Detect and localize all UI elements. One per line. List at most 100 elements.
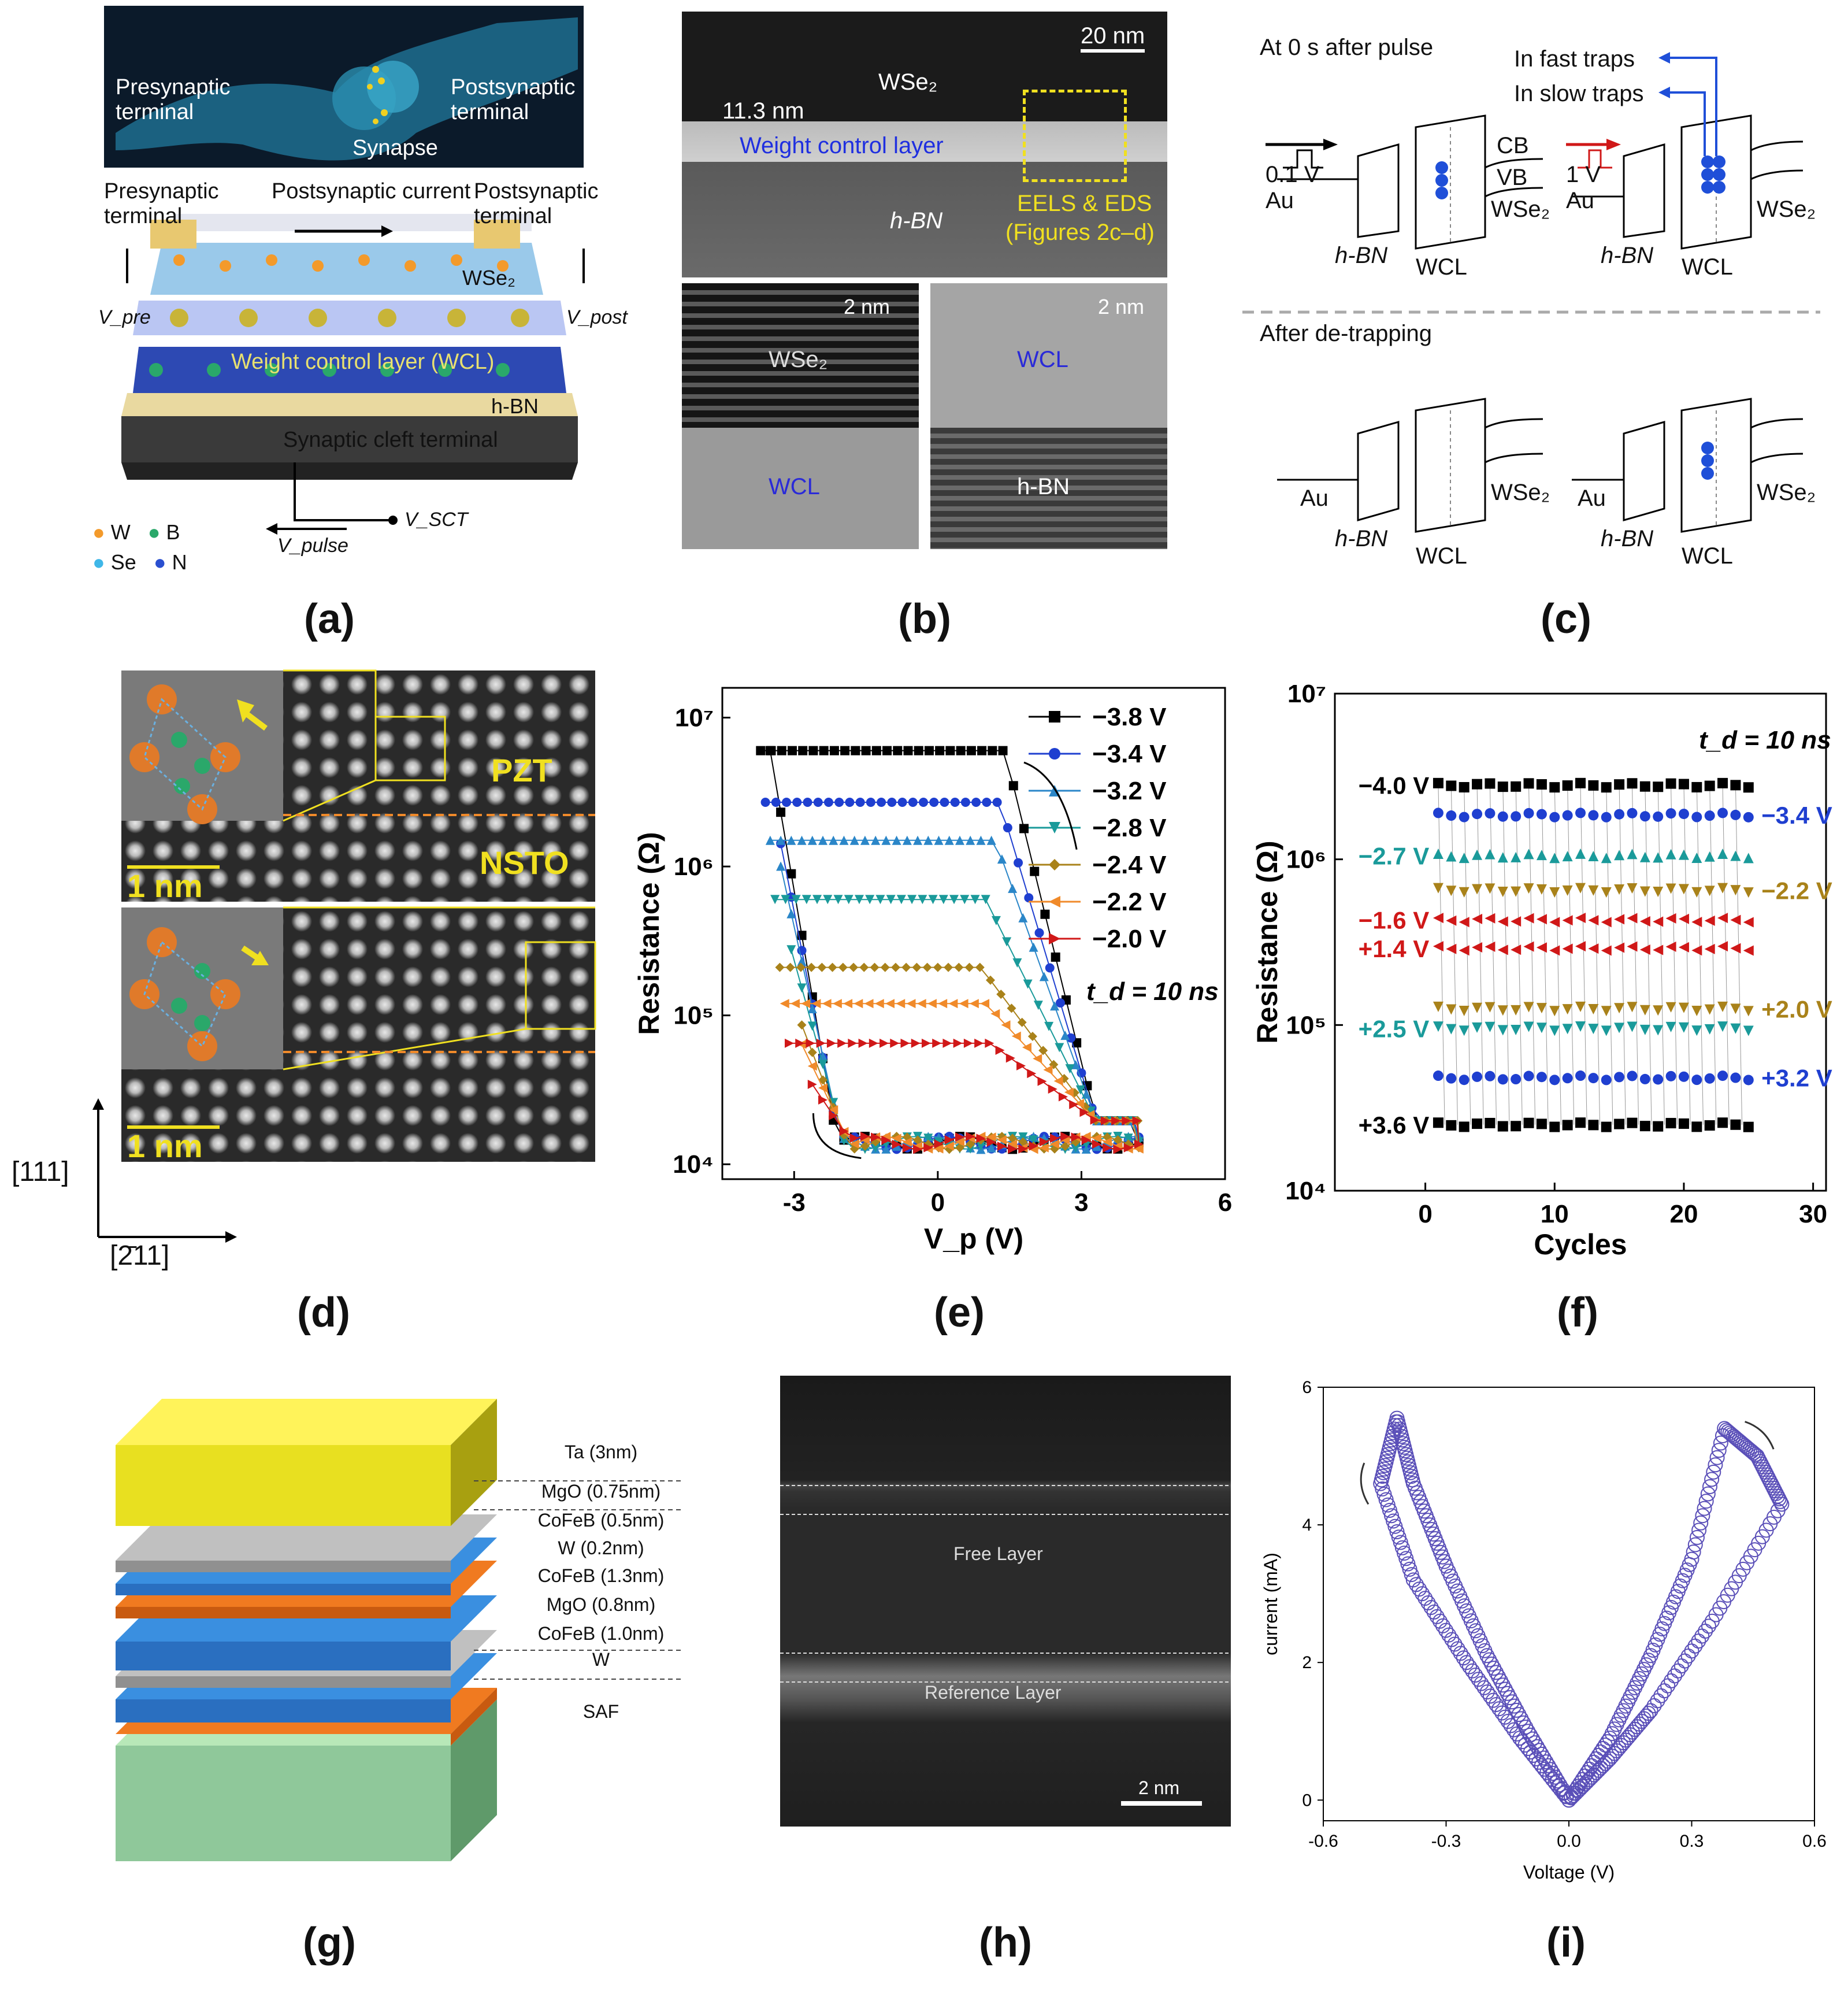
data-point bbox=[808, 746, 818, 755]
data-point bbox=[1588, 850, 1599, 861]
data-point bbox=[786, 909, 796, 918]
data-point bbox=[1486, 1661, 1502, 1676]
data-point bbox=[849, 1133, 859, 1143]
data-point bbox=[801, 895, 811, 905]
data-point bbox=[1071, 1132, 1081, 1142]
data-point bbox=[1491, 1669, 1506, 1684]
wse2-label-2: WSe₂ bbox=[1757, 197, 1816, 222]
data-point bbox=[1417, 1591, 1433, 1606]
data-point bbox=[869, 1038, 878, 1048]
chart-e-svg: -3 0 3 6 10⁴ 10⁵ 10⁶ 10⁷ V_p (V) Resistance (Ω) −3… bbox=[633, 687, 1232, 1255]
data-point bbox=[819, 746, 829, 755]
data-point bbox=[1691, 1025, 1702, 1036]
data-point bbox=[960, 895, 970, 905]
data-point bbox=[1426, 1604, 1442, 1620]
data-point bbox=[1043, 1065, 1053, 1075]
x-axis-label: V_p (V) bbox=[924, 1223, 1023, 1255]
data-point bbox=[1678, 942, 1689, 953]
data-point bbox=[1562, 1024, 1573, 1035]
data-point bbox=[1511, 916, 1522, 927]
data-point bbox=[1601, 917, 1612, 928]
data-point bbox=[1523, 1002, 1534, 1013]
data-point bbox=[1687, 1638, 1703, 1654]
y-tick-label: 10⁶ bbox=[1286, 846, 1326, 874]
data-point bbox=[1588, 810, 1599, 821]
data-point bbox=[1051, 952, 1060, 962]
legend-marker bbox=[1049, 711, 1060, 723]
data-point bbox=[839, 1126, 849, 1136]
data-point bbox=[913, 835, 923, 845]
data-point bbox=[1511, 944, 1522, 955]
data-point bbox=[806, 1038, 815, 1048]
data-point bbox=[1103, 1143, 1112, 1153]
data-point bbox=[1433, 1117, 1443, 1128]
au-label-4: Au bbox=[1578, 486, 1606, 511]
data-point bbox=[1494, 1705, 1510, 1721]
data-point bbox=[1730, 1119, 1741, 1130]
data-point bbox=[1627, 941, 1638, 952]
data-point bbox=[1509, 1702, 1524, 1718]
data-point bbox=[1730, 914, 1741, 925]
data-point bbox=[1433, 1021, 1443, 1032]
data-point bbox=[1646, 1698, 1662, 1713]
tem-bottom-right-hbn bbox=[930, 428, 1167, 549]
data-point bbox=[1415, 1586, 1430, 1602]
annotation-td: t_d = 10 ns bbox=[1699, 726, 1831, 754]
data-point bbox=[880, 962, 890, 972]
tem-cross-section bbox=[780, 1376, 1231, 1827]
data-point bbox=[998, 746, 1008, 755]
data-point bbox=[785, 962, 795, 972]
legend-label: −3.4 V bbox=[1092, 740, 1167, 768]
data-point bbox=[1562, 1073, 1573, 1084]
switch-line bbox=[1528, 785, 1536, 1125]
switch-line bbox=[1593, 785, 1601, 1125]
data-point bbox=[1008, 781, 1018, 791]
data-point bbox=[1702, 1479, 1717, 1494]
data-point bbox=[792, 797, 802, 807]
data-point bbox=[1048, 1084, 1057, 1094]
data-point bbox=[1459, 781, 1470, 792]
data-point bbox=[1511, 1074, 1522, 1085]
data-point bbox=[1446, 943, 1457, 954]
data-point bbox=[1730, 885, 1741, 896]
data-point bbox=[938, 895, 948, 905]
switch-line bbox=[1619, 785, 1626, 1125]
data-point bbox=[896, 999, 906, 1009]
legend-n: ● N bbox=[153, 550, 187, 574]
switch-line bbox=[1554, 785, 1561, 1125]
data-point bbox=[1485, 808, 1496, 819]
data-point bbox=[1103, 1137, 1112, 1147]
data-point bbox=[1465, 1663, 1480, 1679]
data-point bbox=[1474, 1676, 1489, 1691]
data-point bbox=[892, 1133, 901, 1143]
data-point bbox=[1485, 1021, 1496, 1032]
data-point bbox=[1050, 1139, 1060, 1149]
y-axis-label: Resistance (Ω) bbox=[1251, 840, 1283, 1043]
data-point bbox=[1060, 1135, 1070, 1145]
data-point bbox=[1468, 1668, 1483, 1683]
data-point bbox=[911, 1038, 921, 1048]
data-point bbox=[1639, 1073, 1650, 1084]
data-point bbox=[890, 1038, 900, 1048]
x-tick-label: -0.6 bbox=[1308, 1832, 1338, 1851]
data-point bbox=[1717, 1117, 1728, 1128]
x-axis-label: Voltage (V) bbox=[1523, 1862, 1615, 1883]
data-point bbox=[1614, 1118, 1625, 1129]
data-point bbox=[1538, 1754, 1554, 1770]
data-point bbox=[1523, 807, 1534, 818]
data-point bbox=[1022, 1043, 1031, 1053]
scale-bar-br: 2 nm bbox=[1098, 295, 1145, 318]
data-point bbox=[1008, 1133, 1018, 1143]
x-tick-label: -3 bbox=[783, 1188, 806, 1217]
data-point bbox=[1743, 812, 1754, 823]
x-axis-label: Cycles bbox=[1534, 1228, 1627, 1261]
switch-line bbox=[1438, 785, 1445, 1125]
data-point bbox=[845, 797, 855, 807]
data-point bbox=[1092, 1133, 1101, 1143]
data-point bbox=[854, 999, 863, 1009]
y-tick-label: 4 bbox=[1302, 1516, 1312, 1535]
data-point bbox=[1730, 850, 1741, 861]
y-tick-label: 10⁶ bbox=[674, 853, 714, 881]
data-point bbox=[1549, 1121, 1560, 1132]
data-point bbox=[1459, 917, 1470, 928]
